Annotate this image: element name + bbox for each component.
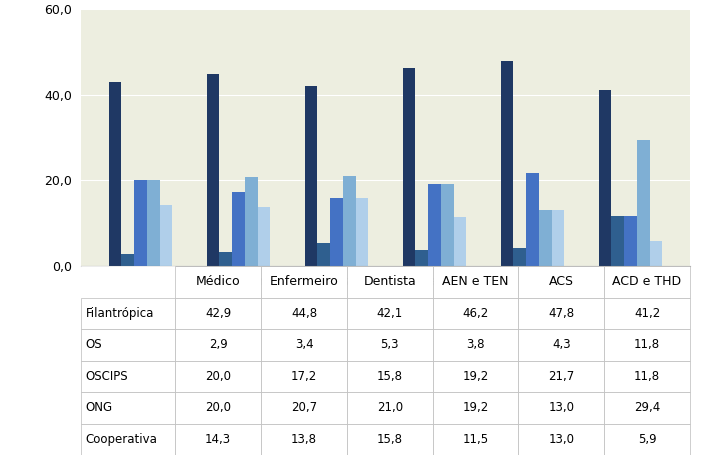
Bar [526, 173, 539, 266]
Bar [501, 61, 513, 266]
Bar [650, 241, 662, 266]
Bar [220, 252, 232, 266]
Bar [356, 198, 368, 266]
Bar [428, 184, 441, 266]
Bar [415, 250, 428, 266]
Bar [598, 90, 611, 266]
Bar [343, 176, 356, 266]
Bar [318, 243, 330, 266]
Bar [305, 86, 318, 266]
Bar [245, 177, 258, 266]
Bar [160, 205, 172, 266]
Bar [636, 140, 650, 266]
Bar [147, 181, 160, 266]
Bar [513, 248, 526, 266]
Bar [551, 211, 565, 266]
Bar [441, 184, 453, 266]
Bar [330, 198, 343, 266]
Bar [611, 216, 624, 266]
Bar [539, 211, 551, 266]
Bar [403, 68, 415, 266]
Bar [453, 217, 466, 266]
Bar [121, 254, 134, 266]
Bar [108, 82, 121, 266]
Bar [258, 207, 270, 266]
Bar [232, 192, 245, 266]
Bar [624, 216, 636, 266]
Bar [134, 181, 147, 266]
Bar [206, 74, 220, 266]
